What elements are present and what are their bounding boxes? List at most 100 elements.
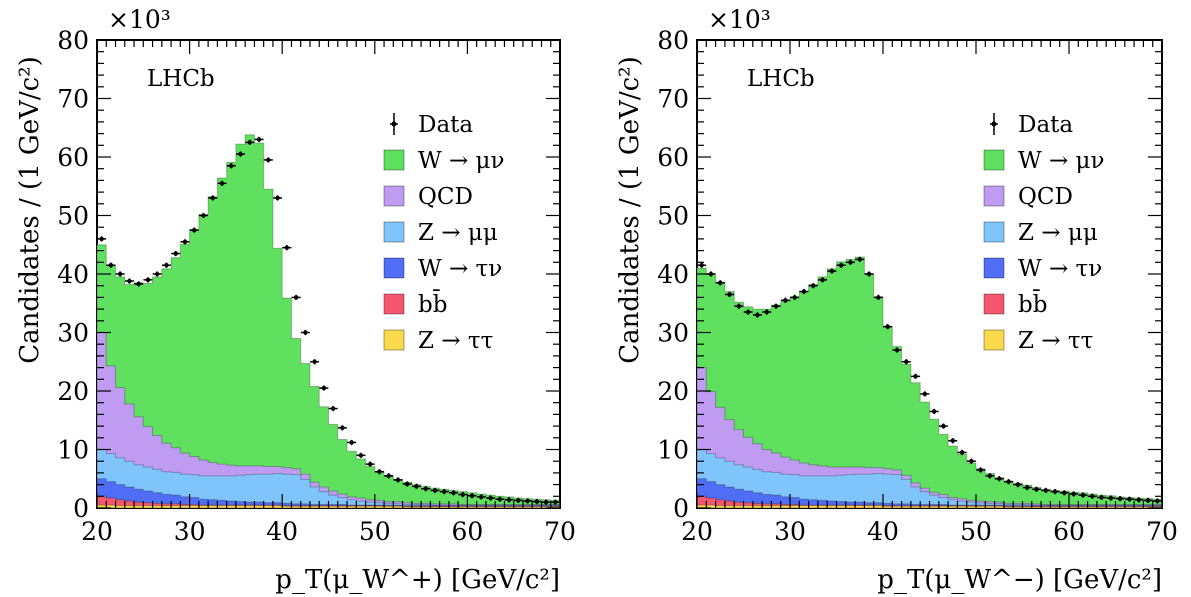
data-point <box>1087 493 1097 499</box>
legend-swatch <box>383 329 405 351</box>
data-point <box>115 271 125 277</box>
data-point <box>938 423 948 429</box>
y-tick-label: 50 <box>57 202 89 231</box>
data-point <box>282 245 292 251</box>
data-point <box>523 498 533 504</box>
legend-label: W → μν <box>1018 148 1104 174</box>
legend-label: Data <box>418 112 473 138</box>
legend-swatch <box>983 149 1005 171</box>
y-tick-label: 10 <box>57 436 89 465</box>
data-point <box>476 494 486 500</box>
data-point <box>1115 496 1125 502</box>
data-point <box>328 405 338 412</box>
data-point <box>836 262 846 268</box>
legend-item: Z → ττ <box>983 328 1093 354</box>
data-point <box>725 291 735 298</box>
data-point <box>883 324 893 330</box>
data-point <box>1152 498 1162 504</box>
data-point <box>467 493 477 499</box>
legend-label: W → τν <box>418 256 502 282</box>
data-point <box>504 497 514 503</box>
x-tick-label: 20 <box>81 517 113 546</box>
x-tick-label: 30 <box>774 517 806 546</box>
data-point <box>1031 486 1041 492</box>
data-point <box>1059 490 1069 496</box>
data-point <box>873 294 883 301</box>
legend-label: bb̄ <box>1018 290 1047 318</box>
data-point <box>1069 491 1079 497</box>
data-point <box>957 449 967 456</box>
data-point <box>827 268 837 274</box>
legend-swatch <box>383 293 405 315</box>
x-tick-label: 40 <box>266 517 298 546</box>
data-point <box>855 256 865 263</box>
hist-w-munu <box>96 134 561 509</box>
axis-ticks <box>696 39 1163 509</box>
x-tick-label: 50 <box>359 517 391 546</box>
data-point <box>1106 495 1116 501</box>
data-point <box>966 458 976 464</box>
y-tick-label: 70 <box>57 85 89 114</box>
legend: Data W → μν QCD Z → μμ W → τν bb̄ Z → ττ <box>383 112 504 354</box>
legend-label: QCD <box>1018 184 1073 210</box>
hist-z-mumu <box>96 449 561 509</box>
y-multiplier: ×10³ <box>108 5 171 34</box>
legend-item: Data <box>390 112 473 138</box>
y-multiplier: ×10³ <box>708 5 771 34</box>
x-tick-label: 20 <box>681 517 713 546</box>
data-point <box>911 373 921 380</box>
legend-item: Data <box>990 112 1073 138</box>
legend-item: QCD <box>983 184 1073 210</box>
data-point <box>430 487 440 494</box>
data-point <box>1022 484 1032 491</box>
y-tick-label: 80 <box>657 26 689 55</box>
y-tick-label: 10 <box>657 436 689 465</box>
legend-swatch <box>983 185 1005 207</box>
legend: Data W → μν QCD Z → μμ W → τν bb̄ Z → ττ <box>983 112 1104 354</box>
y-tick-label: 50 <box>657 202 689 231</box>
data-point <box>319 385 329 391</box>
data-point <box>1013 481 1023 488</box>
y-tick-label: 20 <box>57 377 89 406</box>
tick-labels: 20 30 40 50 60 70 0 10 20 30 40 50 60 70 80 <box>657 26 1178 546</box>
legend-item: Z → ττ <box>383 328 493 354</box>
data-point <box>1078 492 1088 498</box>
data-point <box>356 452 366 458</box>
data-point <box>310 359 320 365</box>
data-point <box>541 499 551 505</box>
data-point <box>421 486 431 492</box>
data-point <box>532 498 542 505</box>
data-point <box>1041 487 1051 494</box>
data-point <box>818 277 828 283</box>
stacked-histograms <box>696 256 1163 509</box>
data-point <box>171 250 181 257</box>
legend-item: W → τν <box>983 256 1102 282</box>
y-tick-label: 40 <box>57 260 89 289</box>
hist-w-taunu <box>96 478 561 509</box>
x-axis-title: p_T(μ_W^−) [GeV/c²] <box>877 565 1162 595</box>
data-point <box>143 277 153 283</box>
data-point <box>734 303 744 309</box>
data-point <box>985 473 995 479</box>
legend-item: bb̄ <box>983 290 1047 318</box>
data-point <box>263 157 273 163</box>
y-axis-title: Candidates / (1 GeV/c²) <box>615 56 645 363</box>
data-point <box>189 227 199 233</box>
data-point <box>790 294 800 301</box>
legend-item: Z → μμ <box>983 220 1098 246</box>
data-point <box>300 329 310 336</box>
legend-item: W → μν <box>383 148 504 174</box>
data-point <box>337 425 347 431</box>
data-point <box>762 309 772 315</box>
data-point <box>134 281 144 287</box>
legend-swatch <box>983 293 1005 315</box>
legend-label: QCD <box>418 184 473 210</box>
data-point <box>152 271 162 277</box>
lhcb-label: LHCb <box>747 66 815 92</box>
legend-label: Z → ττ <box>1018 328 1093 354</box>
y-tick-label: 70 <box>657 85 689 114</box>
x-tick-label: 60 <box>451 517 483 546</box>
x-tick-label: 70 <box>1146 517 1178 546</box>
data-point <box>892 347 902 353</box>
